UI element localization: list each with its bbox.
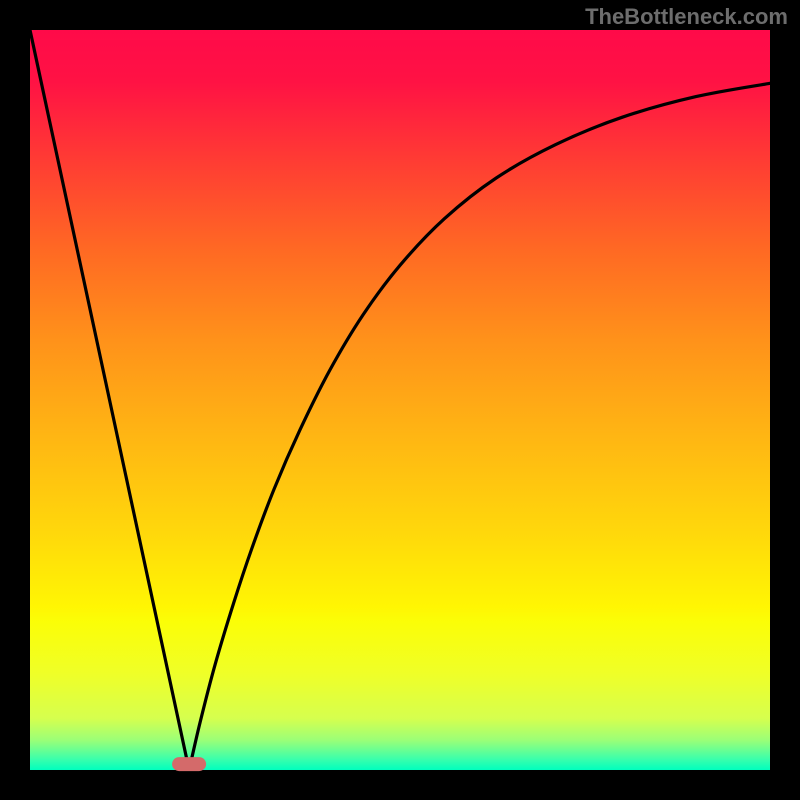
plot-background: [30, 30, 770, 770]
optimal-marker: [172, 757, 206, 771]
watermark-text: TheBottleneck.com: [585, 4, 788, 30]
bottleneck-chart: [0, 0, 800, 800]
